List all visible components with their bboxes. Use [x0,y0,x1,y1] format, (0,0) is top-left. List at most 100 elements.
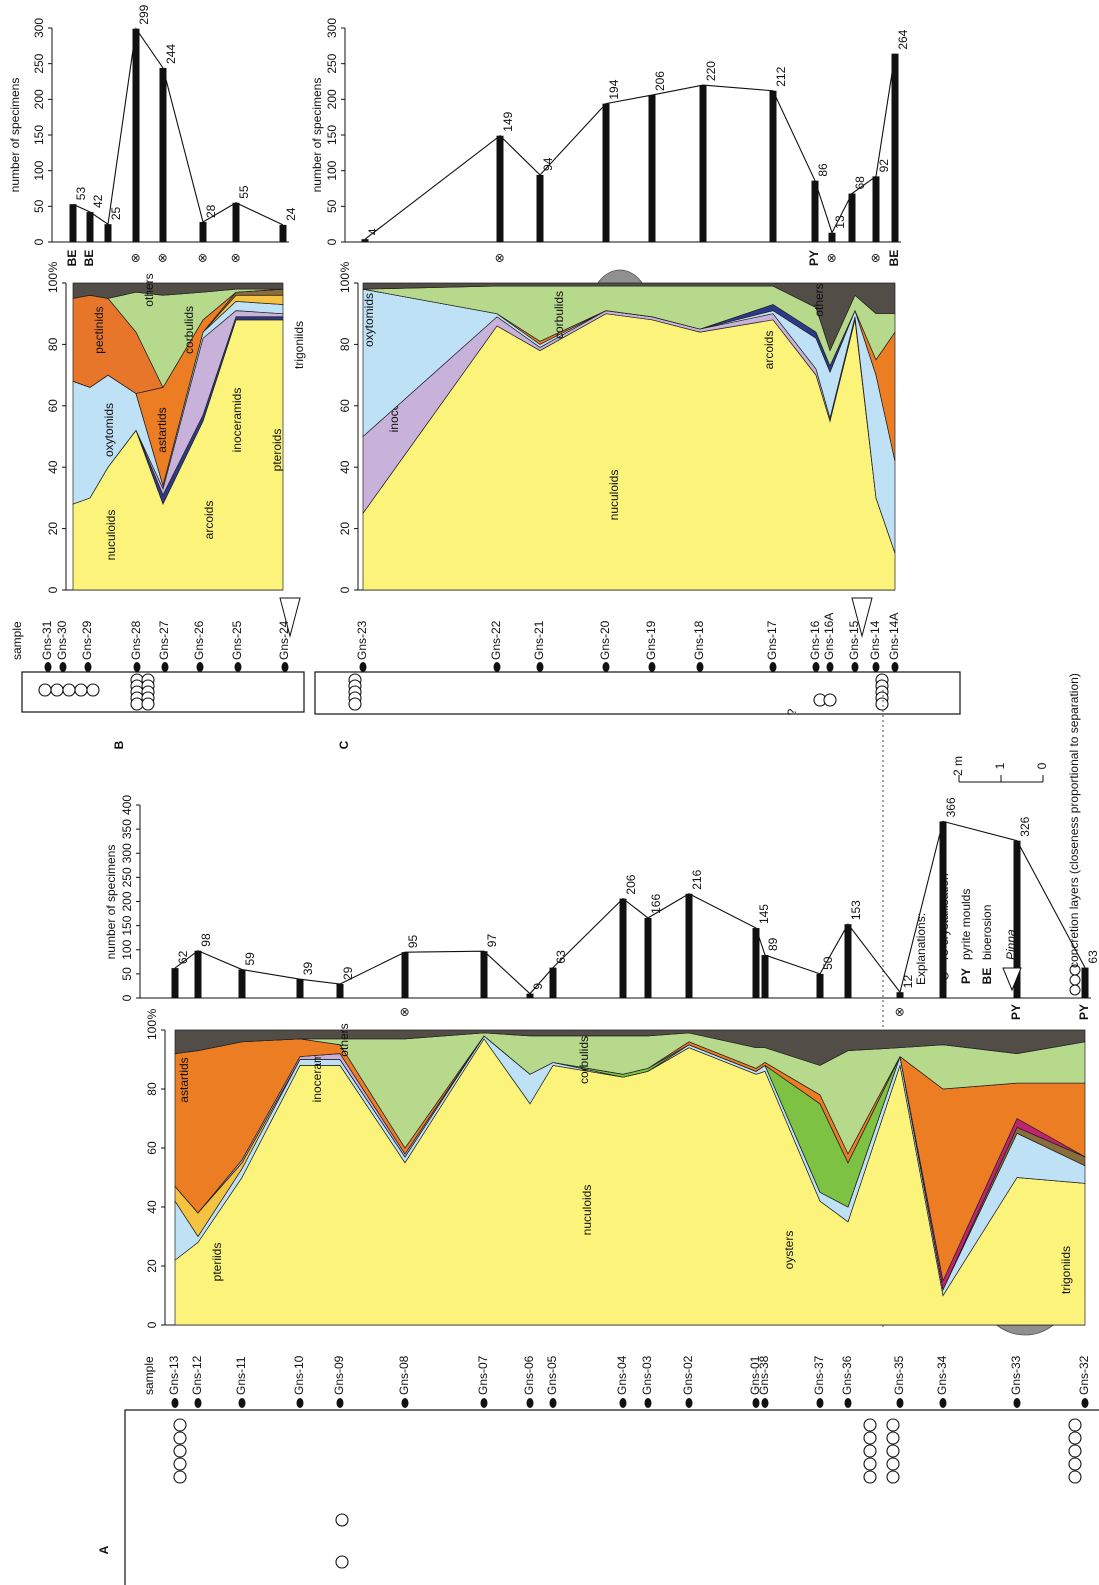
sample-label: Gns-14 [868,620,882,660]
sample-label: Gns-37 [812,1355,826,1395]
y-axis-label: number of specimens [310,78,324,193]
y-tick-label: 60 [338,399,352,413]
sample-label: Gns-16 [808,620,822,660]
legend-title: Explanations: [914,913,928,985]
concretion [1068,1457,1082,1471]
legend-symbol [1069,974,1081,986]
panel-letter: B [112,740,126,749]
concretion [173,1431,187,1445]
area [362,282,896,352]
panel-letter: A [97,1545,111,1554]
value-label: 264 [896,29,910,49]
concretion [1068,1444,1082,1458]
value-label: 89 [766,937,780,951]
sample-dot [493,662,501,672]
panel-letter: C [337,740,351,749]
trend-line [364,53,896,240]
marker: ⊗ [825,253,839,263]
area-label: corbulids [182,306,196,354]
area-label: others [142,273,156,306]
y-tick-label: 100 [32,160,46,180]
y-tick-label: 100 [338,273,352,293]
sample-label: Gns-20 [598,620,612,660]
sample-dot [696,662,704,672]
area-label: astartids [155,407,169,452]
bar [872,176,880,242]
sample-dot [401,1398,409,1408]
marker: BE [887,250,901,267]
legend-symbol [1069,964,1081,976]
area-label: inoceramids [230,388,244,453]
concretion [875,697,889,711]
concretion [335,1555,349,1569]
y-tick-label: 0 [145,1321,159,1328]
bar [769,90,777,242]
trend-line [174,820,1086,995]
value-label: 95 [406,934,420,948]
marker: ⊗ [156,253,170,263]
sample-dot [234,662,242,672]
bar [279,224,287,242]
legend-label: Pinna [1004,929,1018,960]
sample-dot [872,662,880,672]
concretion [886,1470,900,1484]
pinna-symbol [851,597,873,638]
y-tick-label: 20 [46,522,60,536]
concretion [863,1431,877,1445]
y-tick-label: 250 [325,53,339,73]
value-label: 24 [284,207,298,221]
marker: ⊗ [229,253,243,263]
sample-label: Gns-21 [532,620,546,660]
area-label: others [337,1023,351,1056]
bar [828,232,836,242]
value-label: 12 [901,975,915,989]
marker: ⊗ [196,253,210,263]
y-tick-label: 350 [120,819,134,839]
bar [549,967,557,998]
concretion [173,1444,187,1458]
value-label: 366 [944,797,958,817]
sample-label: Gns-26 [192,620,206,660]
area-label: oxytomids [362,293,376,347]
sample-dot [133,662,141,672]
y-tick-label: 0 [32,238,46,245]
sample-label: Gns-17 [765,620,779,660]
sample-label: Gns-02 [681,1355,695,1395]
value-label: 97 [485,934,499,948]
value-label: 206 [653,71,667,91]
bar [480,951,488,998]
concretion [863,1457,877,1471]
unit-label: % [338,261,352,272]
bar [939,821,947,998]
concretion [38,683,52,697]
y-tick-label: 300 [120,843,134,863]
concretion [886,1431,900,1445]
sample-dot [619,1398,627,1408]
area-label: nuculoids [580,1185,594,1236]
sample-dot [644,1398,652,1408]
bar [171,968,179,998]
value-label: 212 [774,66,788,86]
bar [619,898,627,998]
sample-label: Gns-15 [847,620,861,660]
sample-dot [648,662,656,672]
value-label: 28 [204,204,218,218]
area-label: pteroids [270,429,284,472]
sample-dot [171,1398,179,1408]
bar [896,992,904,998]
sample-label: Gns-34 [935,1355,949,1395]
bar [536,174,544,242]
value-label: 4 [366,228,380,235]
sample-dot [1081,1398,1089,1408]
value-label: 86 [816,163,830,177]
value-label: 55 [237,185,251,199]
bar [844,924,852,998]
marker: PY [1077,1004,1091,1020]
concretion [130,697,144,711]
value-label: 94 [541,157,555,171]
sample-label: Gns-27 [157,620,171,660]
y-tick-label: 0 [325,238,339,245]
y-tick-label: 20 [145,1259,159,1273]
concretion [1068,1418,1082,1432]
sample-dot [44,662,52,672]
